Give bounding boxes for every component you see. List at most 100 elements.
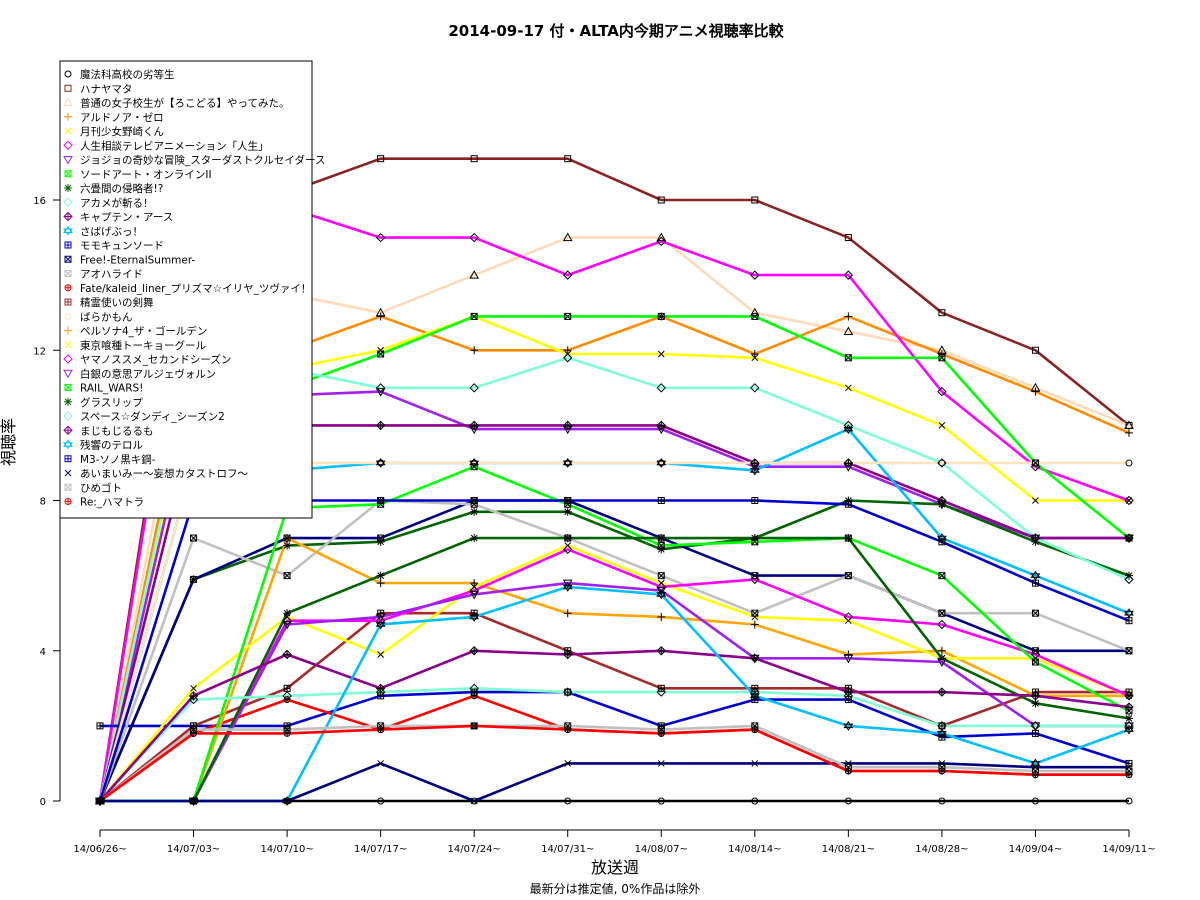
point-marker (282, 615, 292, 626)
x-tick-label: 14/08/21~ (822, 844, 875, 855)
point-marker (657, 729, 665, 737)
y-tick-label: 12 (33, 346, 46, 357)
point-marker (1125, 771, 1133, 779)
point-marker (376, 579, 385, 588)
point-marker (190, 684, 197, 692)
point-marker (377, 760, 384, 767)
x-tick-label: 14/08/28~ (915, 844, 968, 855)
point-marker (1031, 346, 1039, 354)
series-30 (99, 724, 1129, 803)
legend-label: グラスリップ (80, 396, 143, 409)
point-marker (844, 572, 852, 580)
point-marker (1031, 459, 1039, 467)
point-marker (657, 196, 665, 204)
point-marker (656, 589, 667, 600)
point-marker (63, 97, 73, 106)
point-marker (64, 284, 72, 292)
point-marker (375, 687, 386, 697)
point-marker (1125, 714, 1133, 723)
point-marker (1031, 609, 1039, 617)
point-marker (657, 350, 665, 358)
y-tick-label: 8 (40, 497, 46, 508)
legend-item: Re:_ハマトラ (64, 497, 144, 509)
x-axis-label: 放送週 (591, 858, 639, 877)
series-29-markers (96, 760, 1133, 805)
point-marker (751, 760, 759, 767)
x-tick-label: 14/07/31~ (541, 844, 594, 855)
point-marker (64, 170, 72, 178)
legend-label: 白銀の意思アルジェヴォルン (80, 367, 216, 380)
point-marker (63, 425, 73, 435)
y-tick-label: 16 (33, 196, 46, 207)
series-14-markers (96, 497, 1133, 805)
series-line (98, 544, 1130, 802)
point-marker (1030, 691, 1041, 701)
legend-label: あいまいみー～妄想カタストロフ～ (80, 467, 248, 480)
point-marker (1125, 647, 1133, 655)
point-marker (64, 384, 72, 391)
x-tick-label: 14/09/11~ (1102, 844, 1155, 855)
point-marker (657, 572, 665, 580)
series-14 (98, 499, 1129, 802)
point-marker (656, 646, 666, 656)
point-marker (564, 459, 572, 467)
point-marker (749, 690, 760, 701)
legend-label: 人生相談テレビアニメーション「人生」 (80, 139, 269, 152)
point-marker (375, 383, 386, 393)
point-marker (657, 797, 665, 805)
point-marker (470, 312, 478, 320)
legend-label: 残響のテロル (80, 439, 143, 452)
point-marker (563, 649, 573, 660)
point-marker (562, 458, 573, 468)
legend-label: さばげぶっ！ (80, 226, 143, 238)
point-marker (938, 572, 946, 580)
point-marker (656, 232, 667, 242)
point-marker (63, 225, 73, 236)
legend-label: キャプテン・アース (80, 212, 173, 224)
point-marker (844, 312, 853, 321)
point-marker (470, 579, 479, 588)
point-marker (564, 497, 572, 504)
x-tick-label: 14/07/17~ (354, 844, 407, 855)
y-tick-label: 0 (40, 797, 46, 808)
point-marker (938, 538, 946, 546)
point-marker (469, 383, 479, 393)
point-marker (937, 687, 947, 697)
legend-item: アカメが斬る！ (63, 196, 154, 209)
point-marker (844, 459, 852, 467)
series-line (100, 581, 1129, 803)
point-marker (656, 420, 666, 431)
point-marker (751, 459, 759, 467)
legend-item: スペース☆ダンディ_シーズン2 (63, 410, 225, 423)
point-marker (564, 312, 572, 320)
point-marker (283, 722, 291, 730)
legend-item: キャプテン・アース (63, 212, 173, 224)
x-tick-label: 14/07/03~ (167, 844, 220, 855)
point-marker (64, 498, 72, 505)
point-marker (64, 483, 72, 491)
series-line (100, 762, 1129, 803)
point-marker (96, 722, 104, 730)
point-marker (938, 354, 946, 362)
point-marker (63, 354, 73, 364)
legend-item: 白銀の意思アルジェヴォルン (63, 367, 216, 380)
legend-label: ヤマノススメ_セカンドシーズン (80, 353, 231, 366)
point-marker (282, 649, 292, 660)
point-marker (938, 422, 946, 429)
series-line (99, 649, 1130, 802)
point-marker (564, 688, 572, 696)
x-tick-label: 14/08/07~ (635, 844, 688, 855)
point-marker (376, 571, 385, 580)
point-marker (844, 767, 852, 775)
point-marker (563, 544, 573, 555)
x-tick-label: 14/07/24~ (448, 844, 501, 855)
point-marker (64, 298, 72, 306)
legend-label: アルドノア・ゼロ (80, 112, 164, 124)
legend-label: 東京喰種トーキョーグール (80, 339, 206, 352)
point-marker (64, 127, 72, 135)
point-marker (844, 354, 852, 362)
point-marker (64, 241, 72, 249)
point-marker (751, 613, 759, 621)
legend-label: 月刊少女野崎くん (80, 125, 164, 138)
